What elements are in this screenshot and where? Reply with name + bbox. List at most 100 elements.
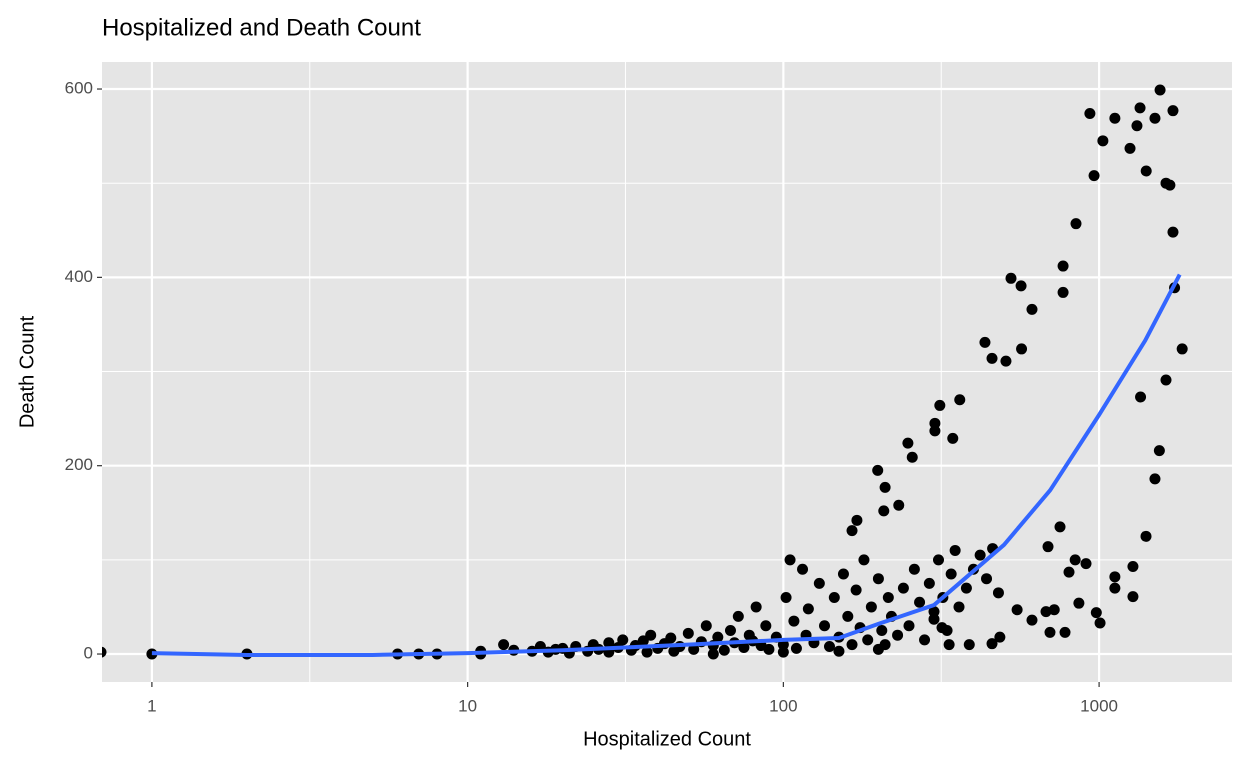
point [892, 629, 904, 641]
point [903, 620, 915, 632]
point [813, 577, 825, 589]
point [929, 425, 941, 437]
point [1167, 226, 1179, 238]
point [1167, 105, 1179, 117]
point [934, 399, 946, 411]
y-tick-label: 0 [84, 644, 93, 663]
point [1073, 597, 1085, 609]
point [986, 352, 998, 364]
point [688, 643, 700, 655]
axes: 1 10 100 1000 0 200 400 600 [65, 79, 1118, 716]
point [914, 596, 926, 608]
point [846, 525, 858, 537]
point [1131, 120, 1143, 132]
point [963, 639, 975, 651]
point [1140, 530, 1152, 542]
point [928, 613, 940, 625]
point [645, 629, 657, 641]
point [641, 646, 653, 658]
point [862, 634, 874, 646]
point [943, 639, 955, 651]
point [823, 640, 835, 652]
point [718, 644, 730, 656]
marks [102, 84, 1188, 660]
point [1015, 280, 1027, 292]
point [712, 631, 724, 643]
point [842, 610, 854, 622]
point [851, 514, 863, 526]
point [837, 568, 849, 580]
point [994, 631, 1006, 643]
point [865, 601, 877, 613]
point [872, 573, 884, 585]
point [1140, 165, 1152, 177]
point [908, 563, 920, 575]
point [790, 642, 802, 654]
point [1149, 473, 1161, 485]
point [784, 554, 796, 566]
y-tick-label: 600 [65, 79, 93, 98]
point [902, 437, 914, 449]
point [876, 624, 888, 636]
point [979, 336, 991, 348]
point [906, 451, 918, 463]
point [1011, 604, 1023, 616]
point [936, 622, 948, 634]
point [1109, 112, 1121, 124]
point [833, 645, 845, 657]
point [1054, 521, 1066, 533]
point [1070, 218, 1082, 230]
point [682, 627, 694, 639]
point [788, 615, 800, 627]
point [1000, 355, 1012, 367]
point [858, 554, 870, 566]
point [897, 582, 909, 594]
point [797, 563, 809, 575]
chart-title: Hospitalized and Death Count [102, 14, 421, 41]
point [981, 573, 993, 585]
point [992, 587, 1004, 599]
point [732, 610, 744, 622]
x-tick-label: 1 [147, 696, 156, 715]
point [102, 646, 107, 658]
point [1154, 84, 1166, 96]
point [1109, 571, 1121, 583]
point [1134, 102, 1146, 114]
point [1063, 566, 1075, 578]
point [929, 417, 941, 429]
point [1040, 606, 1052, 618]
point [1109, 582, 1121, 594]
point [763, 643, 775, 655]
point [1080, 558, 1092, 570]
point [850, 584, 862, 596]
point [1127, 560, 1139, 572]
point [1044, 626, 1056, 638]
point [960, 582, 972, 594]
point [777, 646, 789, 658]
point [780, 592, 792, 604]
point [1135, 391, 1147, 403]
point [919, 634, 931, 646]
point [893, 499, 905, 511]
point [802, 603, 814, 615]
point [1127, 591, 1139, 603]
point [1164, 179, 1176, 191]
point [665, 632, 677, 644]
point [700, 620, 712, 632]
point [932, 554, 944, 566]
point [1026, 303, 1038, 315]
point [1005, 272, 1017, 284]
point [1048, 604, 1060, 616]
point [878, 505, 890, 517]
point [954, 394, 966, 406]
point [974, 549, 986, 561]
point [1153, 445, 1165, 457]
point [945, 568, 957, 580]
x-tick-label: 10 [458, 696, 477, 715]
point [882, 592, 894, 604]
point [1059, 626, 1071, 638]
y-tick-label: 200 [65, 455, 93, 474]
point [1149, 112, 1161, 124]
x-tick-label: 100 [769, 696, 797, 715]
